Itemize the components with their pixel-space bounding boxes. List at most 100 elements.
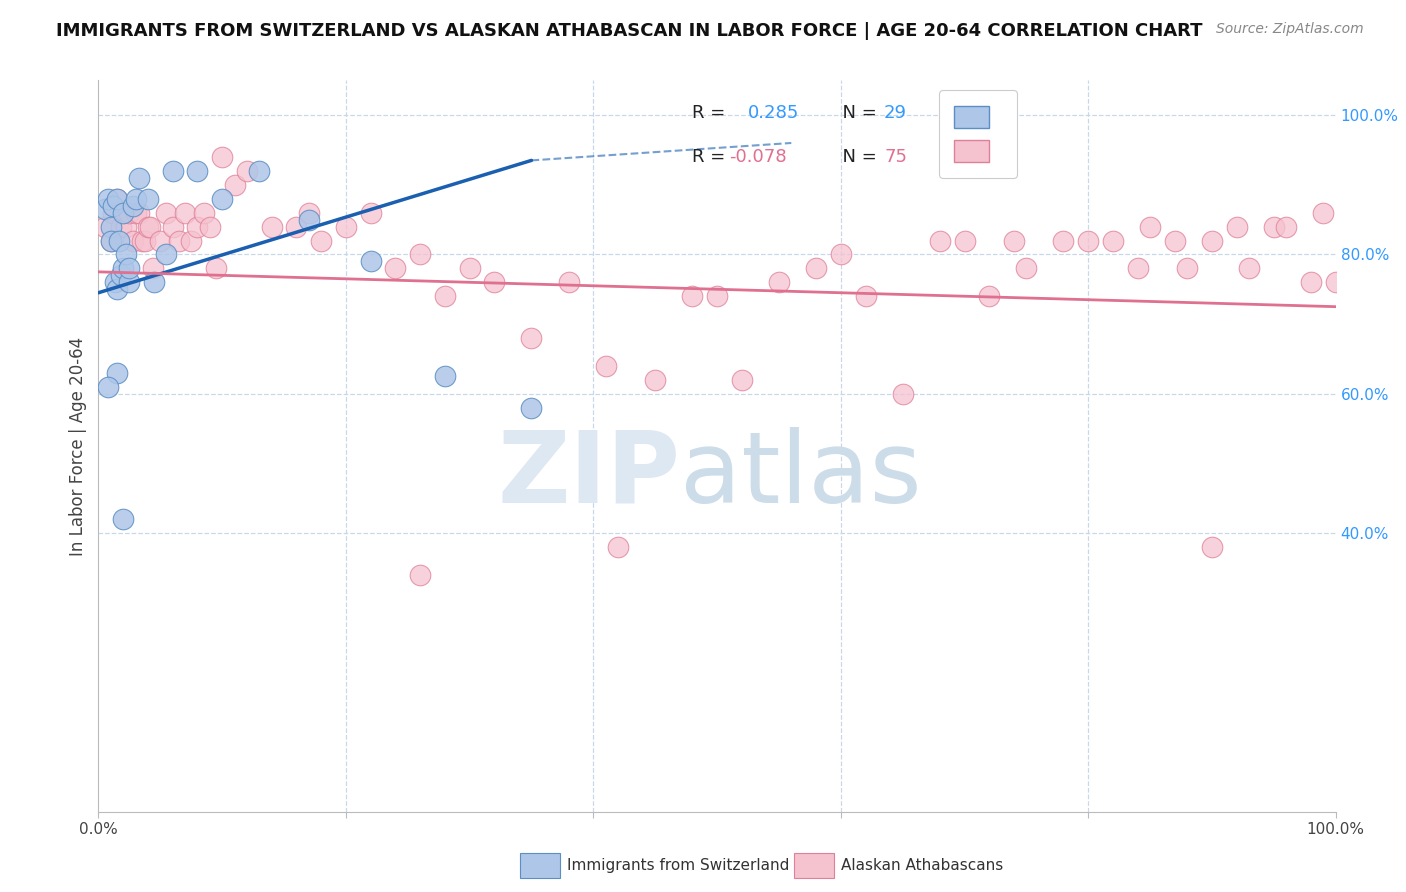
Text: 75: 75 (884, 148, 907, 166)
Text: N =: N = (831, 104, 883, 122)
Point (124, 205, 146, 219)
Point (1052, 234, 1074, 248)
Point (155, 205, 177, 219)
Point (139, 219, 162, 234)
Point (681, 289, 703, 303)
Point (1237, 261, 1260, 276)
Point (103, 199, 125, 213)
Point (110, 268, 132, 283)
Point (136, 192, 159, 206)
Text: Source: ZipAtlas.com: Source: ZipAtlas.com (1216, 22, 1364, 37)
Point (360, 205, 382, 219)
Point (1201, 540, 1223, 554)
Point (122, 199, 145, 213)
Point (114, 219, 136, 234)
Point (118, 275, 141, 289)
Point (520, 331, 543, 345)
Point (142, 261, 165, 276)
Point (236, 164, 259, 178)
Point (1263, 219, 1285, 234)
Point (186, 219, 208, 234)
Text: R =: R = (692, 148, 731, 166)
Point (205, 261, 228, 276)
Point (979, 289, 1001, 303)
Point (103, 275, 125, 289)
Text: 29: 29 (884, 104, 907, 122)
Point (644, 373, 666, 387)
Point (105, 366, 128, 380)
Point (607, 540, 630, 554)
Point (174, 205, 197, 219)
Point (118, 205, 141, 219)
Point (112, 205, 135, 219)
Point (105, 282, 128, 296)
Point (260, 219, 283, 234)
Point (118, 261, 141, 276)
Text: IMMIGRANTS FROM SWITZERLAND VS ALASKAN ATHABASCAN IN LABOR FORCE | AGE 20-64 COR: IMMIGRANTS FROM SWITZERLAND VS ALASKAN A… (56, 22, 1202, 40)
Point (105, 192, 128, 206)
Point (103, 205, 125, 219)
Point (1324, 275, 1347, 289)
Point (122, 234, 145, 248)
Point (93, 219, 115, 234)
Point (360, 254, 382, 268)
Point (112, 261, 135, 276)
Legend: , : , (939, 90, 1017, 178)
Point (891, 386, 914, 401)
Point (309, 234, 332, 248)
Point (128, 170, 150, 185)
Point (143, 275, 166, 289)
Point (484, 275, 506, 289)
Point (1077, 234, 1099, 248)
Point (384, 261, 406, 276)
Point (298, 205, 321, 219)
Point (112, 512, 135, 526)
Point (1002, 234, 1025, 248)
Point (285, 219, 308, 234)
Point (433, 369, 456, 384)
Point (1175, 261, 1198, 276)
Point (93, 202, 115, 216)
Point (167, 234, 190, 248)
Point (224, 178, 246, 192)
Point (162, 219, 184, 234)
Point (928, 234, 950, 248)
Point (247, 164, 270, 178)
Point (335, 219, 357, 234)
Point (198, 219, 221, 234)
Point (100, 219, 122, 234)
Point (1102, 234, 1125, 248)
Text: ZIP: ZIP (498, 426, 681, 524)
Point (131, 234, 153, 248)
Text: atlas: atlas (681, 426, 921, 524)
Point (731, 373, 754, 387)
Point (1164, 234, 1187, 248)
Point (1312, 205, 1334, 219)
Point (1275, 219, 1298, 234)
Point (1201, 234, 1223, 248)
Point (110, 219, 132, 234)
Point (100, 234, 122, 248)
Point (804, 261, 827, 276)
Point (186, 164, 208, 178)
Point (1139, 219, 1161, 234)
Text: -0.078: -0.078 (730, 148, 787, 166)
Point (162, 164, 184, 178)
Point (1299, 275, 1322, 289)
Point (433, 289, 456, 303)
Point (155, 247, 177, 261)
Point (1015, 261, 1038, 276)
Point (855, 289, 877, 303)
Point (105, 192, 128, 206)
Text: R =: R = (692, 104, 737, 122)
Text: 0.285: 0.285 (748, 104, 800, 122)
Text: N =: N = (831, 148, 883, 166)
Point (830, 247, 852, 261)
Point (557, 275, 579, 289)
Point (114, 247, 136, 261)
Point (180, 234, 202, 248)
Point (520, 401, 543, 415)
Point (458, 261, 481, 276)
Y-axis label: In Labor Force | Age 20-64: In Labor Force | Age 20-64 (69, 336, 87, 556)
Point (211, 192, 233, 206)
